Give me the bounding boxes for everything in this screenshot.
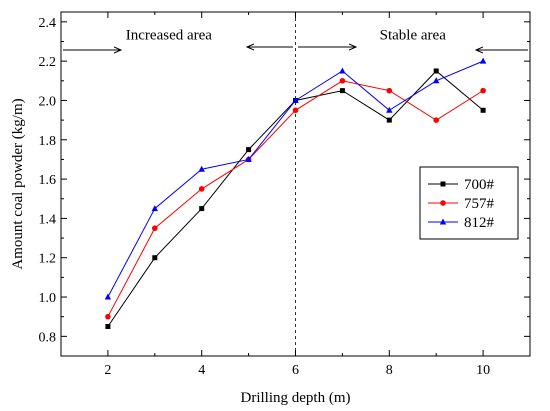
data-point — [386, 87, 393, 94]
legend-label: 757# — [464, 196, 495, 212]
x-tick-label: 10 — [476, 363, 490, 378]
legend-label: 700# — [464, 177, 495, 193]
data-point — [339, 88, 345, 94]
data-point — [433, 68, 439, 74]
y-tick-labels: 0.8 1.0 1.2 1.4 1.6 1.8 2.0 2.2 2.4 — [39, 16, 57, 346]
legend-marker — [439, 218, 447, 225]
x-tick-label: 2 — [104, 363, 111, 378]
data-point — [479, 57, 487, 64]
x-axis-label: Drilling depth (m) — [241, 390, 351, 406]
data-point — [339, 78, 346, 84]
y-tick-label: 0.8 — [39, 330, 57, 345]
data-point — [480, 107, 486, 113]
data-point — [105, 324, 111, 330]
data-point — [386, 106, 393, 113]
legend-item: 812# — [428, 215, 495, 231]
data-point — [292, 107, 299, 114]
data-point — [152, 255, 158, 261]
data-point — [152, 225, 158, 232]
x-tick-label: 6 — [292, 363, 299, 378]
data-point — [386, 117, 392, 123]
annotation-increased-area: Increased area — [126, 28, 213, 44]
legend: 700# 757# 812# — [419, 166, 519, 240]
series-layer — [104, 57, 487, 330]
legend-marker — [440, 200, 446, 206]
data-point — [151, 205, 158, 212]
legend-item: 757# — [428, 196, 495, 212]
y-tick-label: 2.0 — [39, 94, 57, 109]
data-point — [246, 147, 252, 153]
data-point — [104, 293, 112, 300]
y-tick-label: 1.0 — [39, 291, 57, 306]
legend-label: 812# — [464, 215, 495, 231]
legend-item: 700# — [428, 177, 495, 193]
y-tick-label: 2.2 — [39, 55, 57, 70]
y-axis-label: Amount coal powder (kg/m) — [10, 98, 26, 269]
x-tick-labels: 2 4 6 8 10 — [104, 363, 490, 378]
y-tick-label: 1.4 — [39, 212, 57, 227]
data-point — [198, 186, 205, 192]
data-point — [292, 96, 299, 103]
legend-marker — [440, 181, 446, 187]
data-point — [339, 67, 346, 74]
y-tick-label: 1.8 — [39, 134, 57, 149]
data-point — [433, 77, 440, 84]
annotation-stable-area: Stable area — [380, 28, 447, 44]
data-point — [199, 206, 205, 212]
data-point — [480, 87, 486, 94]
y-tick-label: 1.6 — [39, 173, 57, 188]
axis-ticks — [60, 12, 531, 356]
data-point — [105, 313, 111, 320]
x-tick-label: 8 — [386, 363, 393, 378]
data-point — [198, 165, 205, 172]
y-tick-label: 2.4 — [39, 16, 57, 31]
y-tick-label: 1.2 — [39, 252, 57, 267]
x-tick-label: 4 — [198, 363, 205, 378]
data-point — [433, 117, 440, 123]
series-2 — [104, 57, 487, 300]
data-point — [245, 155, 252, 162]
